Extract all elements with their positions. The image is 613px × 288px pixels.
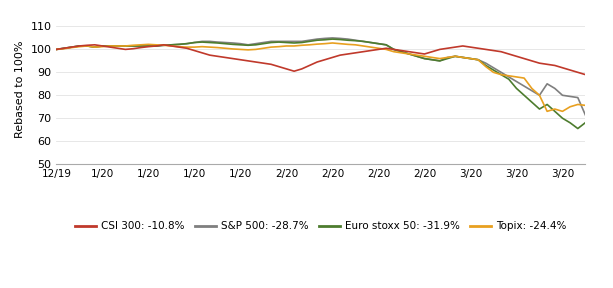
- Y-axis label: Rebased to 100%: Rebased to 100%: [15, 41, 25, 138]
- Legend: CSI 300: -10.8%, S&P 500: -28.7%, Euro stoxx 50: -31.9%, Topix: -24.4%: CSI 300: -10.8%, S&P 500: -28.7%, Euro s…: [71, 217, 571, 235]
